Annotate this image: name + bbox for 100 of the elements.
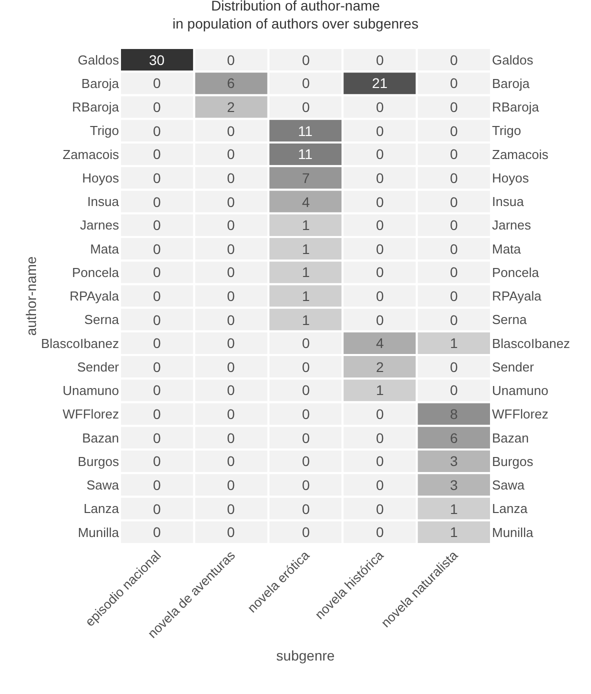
chart-title: Distribution of author-name in population of authors over subgenres <box>172 0 418 32</box>
y-tick-label: Serna <box>84 312 120 328</box>
y2-tick-label: Sawa <box>492 478 526 492</box>
data-label: 0 <box>450 359 458 375</box>
data-label: 0 <box>227 264 235 280</box>
data-label: 30 <box>149 52 165 68</box>
data-label: 0 <box>302 524 310 540</box>
data-label: 0 <box>153 453 161 469</box>
data-label: 21 <box>372 75 388 91</box>
y-tick-label: Munilla <box>78 524 120 540</box>
y2-tick-label: Galdos <box>492 52 534 68</box>
y-tick-label: Trigo <box>90 123 119 138</box>
data-label: 0 <box>153 75 161 91</box>
data-label: 0 <box>376 406 384 422</box>
data-label: 0 <box>450 170 458 186</box>
data-label: 1 <box>450 501 458 517</box>
data-label: 0 <box>227 382 235 398</box>
data-label: 0 <box>450 241 458 257</box>
y-tick-label: Bazan <box>82 430 119 446</box>
data-label: 2 <box>376 359 384 375</box>
data-label: 3 <box>450 453 458 469</box>
data-label: 0 <box>376 524 384 540</box>
y2-tick-label: Lanza <box>492 501 528 516</box>
data-label: 0 <box>450 75 458 91</box>
data-label: 0 <box>227 241 235 257</box>
data-label: 0 <box>227 123 235 139</box>
y2-tick-label: Mata <box>492 241 522 256</box>
data-label: 6 <box>450 430 458 446</box>
y-tick-label: Hoyos <box>82 170 120 186</box>
data-label: 0 <box>376 430 384 446</box>
y-tick-label: Sawa <box>86 478 120 492</box>
data-label: 0 <box>450 99 458 115</box>
data-label: 0 <box>227 335 235 351</box>
data-label: 0 <box>153 312 161 328</box>
data-label: 0 <box>376 312 384 328</box>
data-label: 0 <box>450 217 458 233</box>
y-tick-label: Insua <box>87 194 120 210</box>
data-label: 0 <box>376 99 384 115</box>
y2-tick-label: Poncela <box>492 264 540 280</box>
data-label: 0 <box>227 406 235 422</box>
data-label: 0 <box>153 146 161 162</box>
data-label: 1 <box>302 288 310 304</box>
data-label: 0 <box>302 453 310 469</box>
data-label: 0 <box>302 99 310 115</box>
data-label: 0 <box>376 194 384 210</box>
y-tick-label: BlascoIbanez <box>40 336 119 351</box>
y2-tick-label: Zamacois <box>492 146 549 162</box>
y-tick-label: RPAyala <box>70 288 120 304</box>
y2-tick-label: Sender <box>492 359 535 374</box>
y-tick-label: Zamacois <box>62 146 120 162</box>
data-label: 0 <box>376 477 384 493</box>
data-label: 0 <box>153 99 161 115</box>
y2-tick-label: Insua <box>492 194 525 210</box>
data-label: 0 <box>376 264 384 280</box>
data-label: 0 <box>376 146 384 162</box>
data-label: 0 <box>227 194 235 210</box>
data-label: 0 <box>450 146 458 162</box>
data-label: 0 <box>227 430 235 446</box>
data-label: 8 <box>450 406 458 422</box>
data-label: 0 <box>450 52 458 68</box>
y-tick-label: Lanza <box>84 501 120 516</box>
data-label: 1 <box>302 241 310 257</box>
data-label: 0 <box>376 52 384 68</box>
data-label: 7 <box>302 170 310 186</box>
data-label: 0 <box>376 288 384 304</box>
data-label: 0 <box>376 217 384 233</box>
data-label: 0 <box>153 123 161 139</box>
data-label: 0 <box>153 335 161 351</box>
data-label: 1 <box>376 382 384 398</box>
data-label: 0 <box>153 170 161 186</box>
data-label: 0 <box>227 453 235 469</box>
data-label: 0 <box>227 312 235 328</box>
y-tick-label: Poncela <box>72 264 120 280</box>
y-tick-label: Baroja <box>81 76 120 91</box>
data-label: 0 <box>376 123 384 139</box>
data-label: 0 <box>450 194 458 210</box>
data-label: 0 <box>302 477 310 493</box>
data-label: 0 <box>450 288 458 304</box>
x-axis-title: subgenre <box>276 647 335 664</box>
y2-tick-label: RBaroja <box>492 100 540 115</box>
data-label: 3 <box>450 477 458 493</box>
data-label: 0 <box>450 382 458 398</box>
data-label: 0 <box>227 170 235 186</box>
data-label: 0 <box>227 524 235 540</box>
data-label: 0 <box>227 477 235 493</box>
data-label: 0 <box>302 406 310 422</box>
y2-tick-label: Serna <box>492 312 528 328</box>
data-label: 0 <box>450 123 458 139</box>
y2-tick-label: RPAyala <box>492 288 542 304</box>
data-label: 2 <box>227 99 235 115</box>
data-label: 1 <box>302 217 310 233</box>
data-label: 0 <box>302 430 310 446</box>
data-label: 1 <box>302 264 310 280</box>
data-label: 0 <box>153 359 161 375</box>
data-label: 0 <box>153 406 161 422</box>
y-tick-label: Sender <box>77 359 120 374</box>
y2-tick-label: Burgos <box>492 454 534 469</box>
y2-tick-label: Hoyos <box>492 170 530 186</box>
y-tick-label: RBaroja <box>72 100 120 115</box>
data-label: 11 <box>298 123 313 139</box>
